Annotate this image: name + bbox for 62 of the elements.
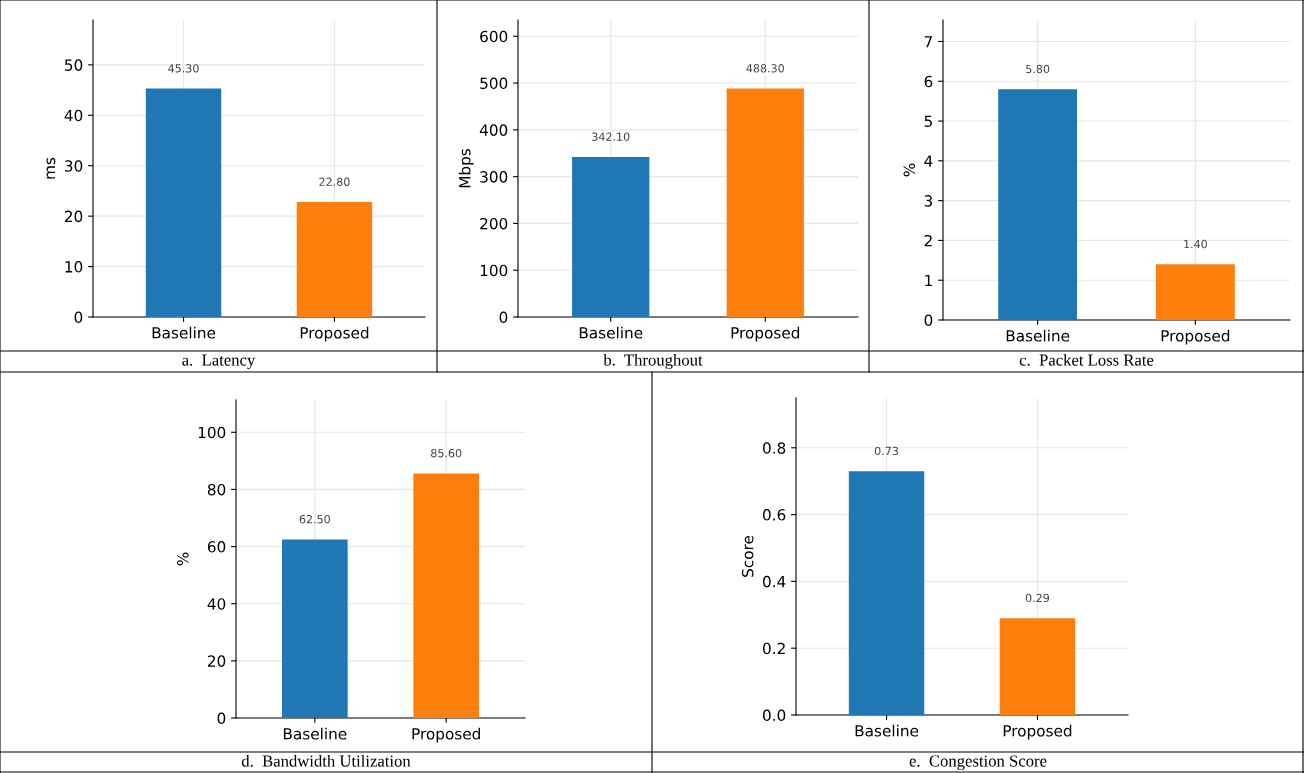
data-label: 488.30	[746, 64, 784, 73]
y-tick-label: 300	[480, 171, 508, 183]
y-tick-label: 200	[480, 217, 508, 230]
y-tick-label: 0	[217, 712, 226, 725]
x-tick-label: Baseline	[855, 724, 919, 737]
y-tick-label: 100	[480, 264, 508, 277]
y-tick-label: 100	[198, 426, 226, 439]
y-tick-label: 40	[207, 598, 226, 610]
y-tick-label: 500	[480, 77, 508, 90]
x-tick-label: Proposed	[1161, 329, 1230, 345]
x-tick-label: Proposed	[731, 326, 800, 342]
text: e. Congestion Score	[909, 755, 1047, 771]
y-tick-label: 10	[65, 261, 83, 273]
data-label: 85.60	[431, 448, 462, 458]
x-tick-label: Baseline	[579, 326, 643, 339]
x-tick-label: Baseline	[152, 326, 216, 339]
y-axis-title: Mbps	[458, 148, 474, 188]
data-label: 0.73	[874, 446, 899, 456]
y-tick-label: 20	[207, 655, 226, 667]
y-tick-label: 60	[207, 541, 226, 553]
y-axis-title: %	[903, 163, 916, 177]
y-tick-label: 4	[924, 155, 933, 167]
y-tick-label: 3	[924, 195, 933, 207]
data-label: 5.80	[1026, 64, 1050, 74]
text: b. Throughout	[603, 353, 703, 370]
x-tick-label: Proposed	[1003, 724, 1072, 740]
y-tick-label: 2	[924, 234, 932, 247]
x-tick-label: Baseline	[283, 727, 347, 740]
y-tick-label: 0	[499, 311, 508, 324]
y-axis-title: %	[177, 552, 189, 566]
x-tick-label: Baseline	[1006, 329, 1070, 342]
data-label: 62.50	[299, 514, 330, 524]
data-label: 0.29	[1025, 593, 1050, 603]
y-tick-label: 0	[74, 311, 83, 324]
y-tick-label: 0	[924, 314, 933, 327]
text: a. Latency	[182, 354, 256, 370]
y-tick-label: 600	[480, 30, 508, 43]
y-tick-label: 30	[65, 160, 83, 172]
y-tick-label: 0.6	[762, 509, 786, 521]
text: d. Bandwidth Utilization	[241, 754, 411, 767]
y-tick-label: 5	[924, 115, 932, 128]
y-tick-label: 1	[925, 274, 932, 287]
y-tick-label: 50	[65, 59, 83, 71]
y-axis-title: ms	[46, 157, 56, 179]
y-tick-label: 20	[64, 210, 83, 223]
y-tick-label: 0.0	[762, 709, 786, 722]
y-axis-title: Score	[741, 535, 754, 577]
y-tick-label: 0.8	[762, 442, 786, 454]
y-tick-label: 7	[924, 36, 932, 48]
data-label: 342.10	[592, 132, 630, 141]
y-tick-label: 6	[924, 75, 933, 88]
y-tick-label: 0.2	[762, 642, 785, 655]
y-tick-label: 80	[207, 483, 226, 496]
data-label: 1.40	[1184, 239, 1207, 249]
text: c. Packet Loss Rate	[1019, 353, 1154, 366]
y-tick-label: 0.4	[762, 575, 786, 588]
y-tick-label: 400	[479, 124, 508, 136]
data-label: 22.80	[319, 177, 350, 186]
data-label: 45.30	[168, 64, 199, 73]
x-tick-label: Proposed	[300, 326, 369, 342]
x-tick-label: Proposed	[412, 727, 480, 743]
y-tick-label: 40	[64, 109, 83, 122]
